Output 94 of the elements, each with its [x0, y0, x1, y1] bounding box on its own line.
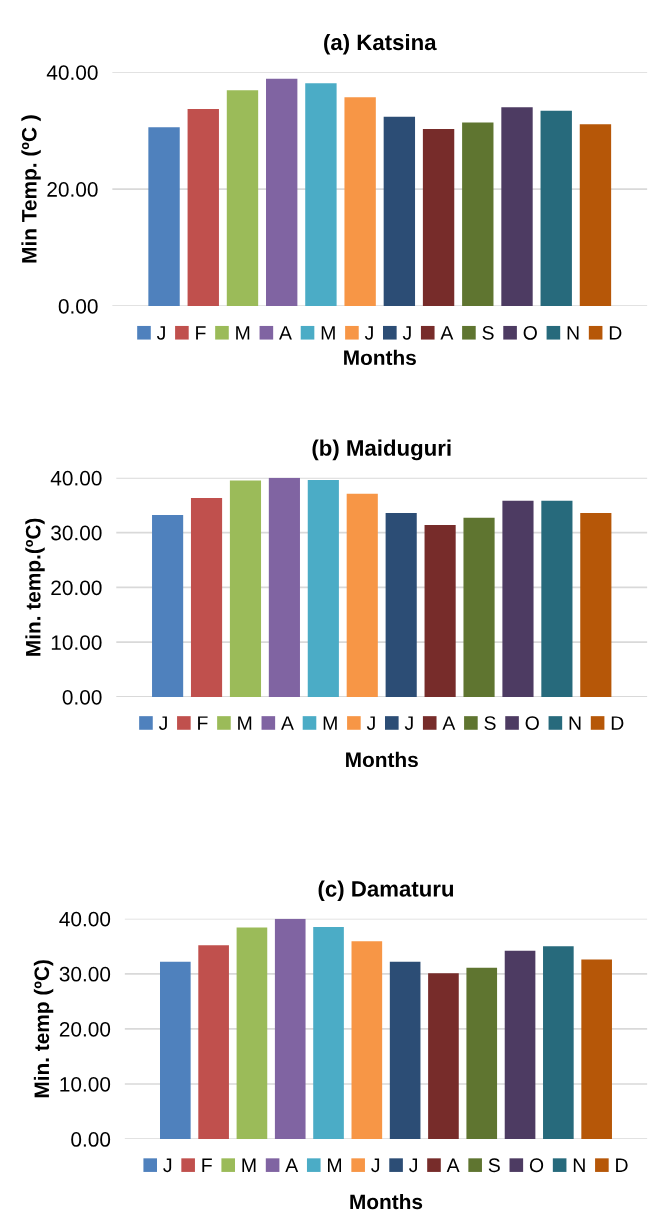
legend-label: M: [242, 1158, 256, 1172]
legend-label: D: [616, 1158, 628, 1172]
bar: [428, 973, 459, 1140]
y-axis-title: Min Temp. (ºC ): [21, 115, 41, 263]
y-tick-label: 20.00: [51, 580, 102, 596]
bar: [579, 124, 612, 306]
chart-title: (a) Katsina: [324, 33, 437, 55]
y-axis-title: Min. temp (ºC): [33, 960, 54, 1098]
legend-label: F: [202, 1158, 212, 1172]
legend-label: M: [323, 716, 337, 730]
y-tick-label: 10.00: [60, 1076, 111, 1092]
bar: [462, 122, 494, 306]
legend-label: O: [529, 1158, 544, 1173]
y-axis-title: Min. temp.(ºC): [25, 518, 45, 656]
legend-label: J: [404, 716, 413, 730]
legend-label: J: [366, 716, 375, 730]
legend-label: J: [364, 326, 373, 340]
bar: [581, 959, 612, 1140]
bar: [305, 83, 337, 306]
legend-label: D: [609, 326, 622, 340]
legend-label: A: [440, 326, 454, 340]
y-tick-label: 40.00: [46, 65, 98, 80]
bar: [541, 500, 573, 697]
bar: [187, 109, 219, 306]
legend-label: N: [567, 326, 579, 340]
y-tick-label: 20.00: [47, 182, 98, 197]
bar: [389, 961, 421, 1140]
bar: [266, 78, 298, 306]
x-axis-title: Months: [344, 349, 416, 366]
y-tick-label: 0.00: [62, 689, 102, 705]
legend-label: J: [163, 1158, 172, 1173]
y-tick-label: 0.00: [71, 1132, 111, 1147]
x-axis-title: Months: [350, 1193, 423, 1210]
bar: [351, 941, 383, 1140]
bar: [274, 918, 306, 1140]
bar: [466, 967, 498, 1140]
legend-label: A: [279, 326, 292, 340]
legend-label: A: [285, 1158, 299, 1172]
legend-label: M: [238, 716, 252, 730]
y-tick-label: 20.00: [59, 1021, 111, 1037]
legend-label: F: [198, 716, 208, 730]
legend-label: M: [328, 1158, 342, 1172]
legend-label: O: [523, 325, 537, 340]
bar: [422, 128, 455, 306]
bar: [236, 927, 268, 1140]
chart-title: (c) Damaturu: [318, 880, 454, 902]
y-tick-label: 30.00: [51, 525, 102, 541]
bar: [385, 512, 417, 697]
legend-label: S: [488, 1158, 500, 1173]
legend-label: F: [196, 326, 206, 340]
bar: [504, 950, 536, 1140]
bar: [152, 515, 184, 697]
bar: [424, 524, 456, 697]
bar: [502, 500, 534, 697]
bar: [226, 90, 259, 306]
legend-label: J: [402, 326, 411, 340]
bar: [580, 512, 612, 697]
legend-label: N: [569, 716, 581, 730]
legend-label: O: [525, 716, 539, 730]
bar: [198, 945, 229, 1140]
legend-label: J: [371, 1158, 380, 1173]
bar: [344, 97, 376, 306]
y-tick-label: 0.00: [58, 299, 98, 314]
bar: [313, 927, 344, 1140]
y-tick-label: 40.00: [50, 470, 102, 486]
bar: [160, 961, 191, 1140]
bar: [346, 493, 378, 697]
legend-label: S: [482, 325, 494, 340]
bar: [383, 116, 416, 306]
bar: [463, 517, 495, 697]
legend-label: A: [446, 1158, 460, 1172]
y-tick-label: 10.00: [51, 635, 102, 650]
bar: [543, 946, 574, 1140]
bar: [501, 107, 533, 306]
bar: [148, 127, 180, 306]
bar: [540, 110, 572, 306]
legend-label: J: [409, 1158, 417, 1173]
legend-label: D: [611, 716, 624, 730]
bar: [229, 480, 262, 697]
legend-label: S: [484, 716, 496, 730]
legend-label: N: [573, 1158, 585, 1172]
x-axis-title: Months: [346, 751, 418, 768]
legend-label: M: [321, 326, 335, 340]
legend-label: A: [442, 716, 456, 730]
bar: [307, 480, 339, 697]
legend-label: A: [281, 716, 294, 730]
y-tick-label: 30.00: [59, 966, 111, 982]
bar: [190, 498, 223, 697]
y-tick-label: 40.00: [59, 911, 111, 927]
legend-label: J: [158, 716, 167, 730]
legend-label: M: [236, 326, 250, 340]
bar: [268, 477, 300, 697]
legend-label: J: [156, 326, 165, 340]
chart-title: (b) Maiduguri: [312, 439, 451, 461]
